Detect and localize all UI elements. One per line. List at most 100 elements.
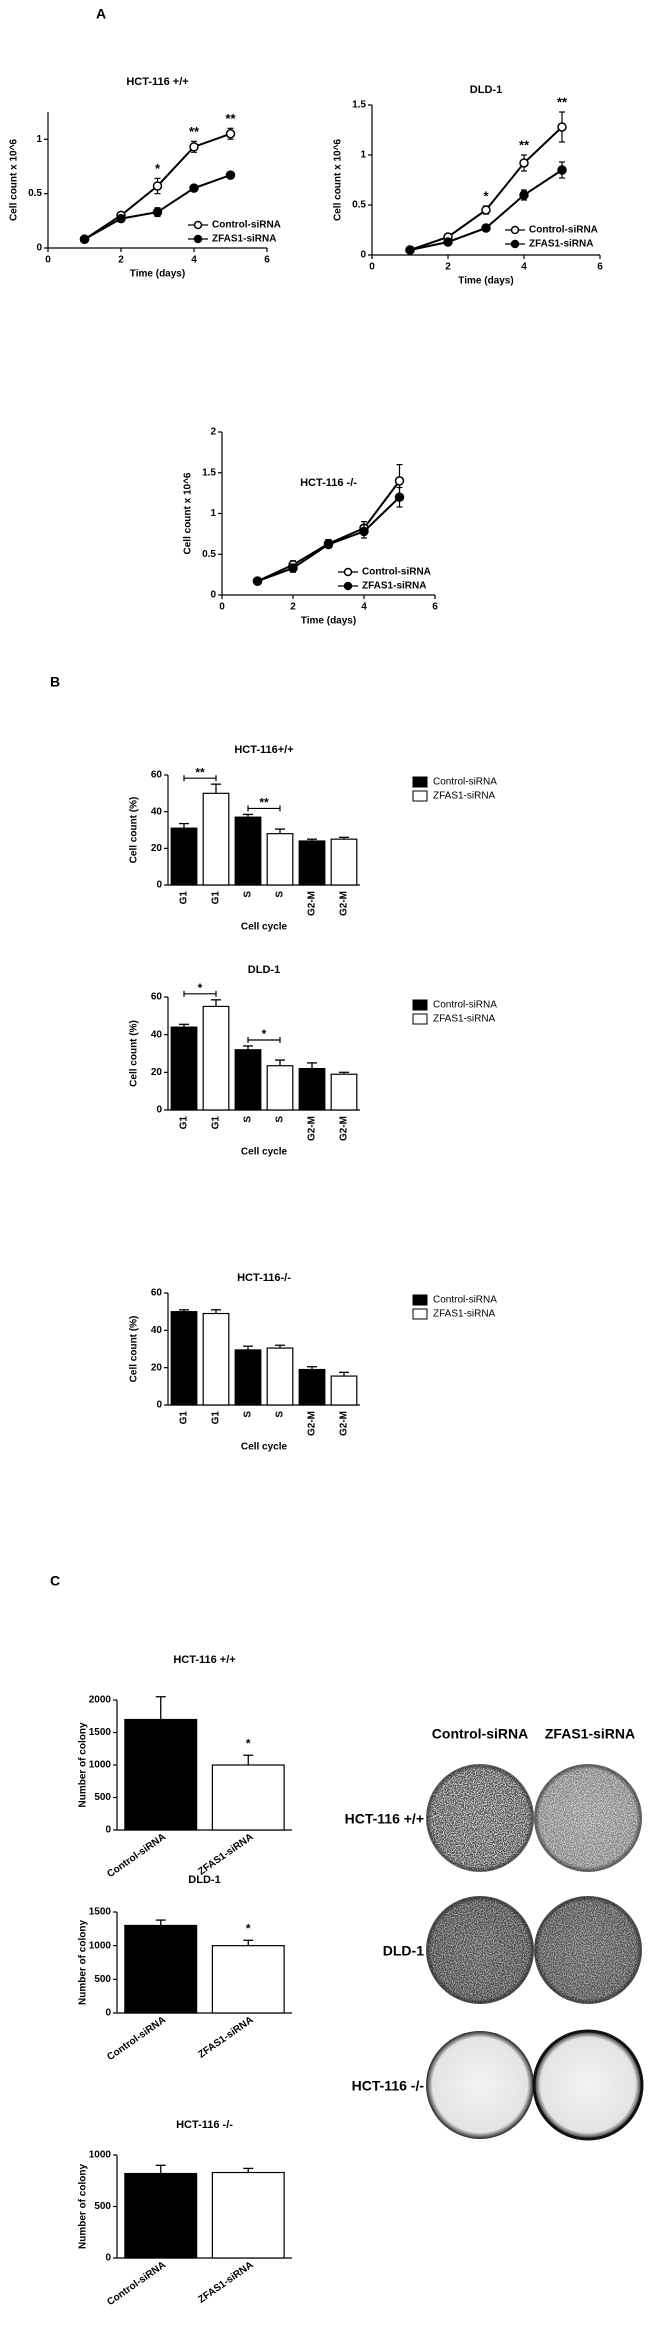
- data-point: [323, 539, 334, 550]
- annotation: *: [155, 161, 161, 176]
- x-tick-label: G1: [211, 1116, 222, 1130]
- legend-marker: [193, 234, 203, 244]
- bar: [266, 1347, 294, 1406]
- plate-colonies: [535, 1765, 641, 1871]
- x-tick-label: S: [275, 1411, 286, 1418]
- bar: [202, 792, 230, 886]
- bar: [266, 1065, 294, 1111]
- y-tick-label: 0: [156, 1400, 162, 1411]
- legend-label: Control-siRNA: [433, 1295, 497, 1306]
- y-tick-label: 2: [210, 427, 216, 438]
- plate-column: ZFAS1-siRNA: [545, 1726, 635, 1742]
- x-tick-label: 0: [369, 262, 375, 273]
- data-point: [394, 492, 405, 502]
- error-bar: [243, 2167, 254, 2173]
- data-point: [79, 234, 90, 245]
- chart-title: HCT-116-/-: [237, 1272, 291, 1284]
- data-point: [519, 158, 529, 168]
- y-tick-label: 20: [151, 843, 163, 854]
- annotation: **: [195, 765, 205, 779]
- data-point: [519, 190, 529, 200]
- legend-swatch: [412, 1013, 428, 1025]
- x-tick-label: G1: [211, 891, 222, 905]
- x-tick-label: G2-M: [339, 1116, 350, 1141]
- y-tick-label: 0: [36, 243, 42, 254]
- error-bar: [243, 1045, 253, 1050]
- chart-title: HCT-116 +/+: [126, 76, 188, 88]
- x-tick-label: 6: [264, 255, 270, 266]
- data-point: [252, 576, 263, 586]
- legend-label: Control-siRNA: [362, 567, 431, 578]
- chart-title: DLD-1: [188, 1874, 220, 1886]
- x-tick-label: ZFAS1-siRNA: [196, 2015, 255, 2061]
- x-tick-label: Control-siRNA: [105, 2015, 168, 2064]
- y-tick-label: 1000: [89, 2150, 112, 2161]
- y-axis-label: Number of colony: [78, 2164, 89, 2249]
- legend-label: Control-siRNA: [433, 777, 497, 788]
- error-bar: [243, 1939, 254, 1946]
- y-tick-label: 1500: [89, 1727, 112, 1738]
- x-tick-label: Control-siRNA: [105, 2260, 168, 2309]
- x-tick-label: ZFAS1-siRNA: [196, 2260, 255, 2306]
- plate-colonies: [427, 1897, 533, 2003]
- y-tick-label: 1.5: [352, 100, 366, 111]
- x-tick-label: 4: [361, 602, 367, 613]
- x-tick-label: 2: [445, 262, 451, 273]
- error-bar: [155, 1696, 166, 1720]
- y-tick-label: 1000: [89, 1760, 112, 1771]
- legend-label: Control-siRNA: [212, 220, 281, 231]
- bar: [124, 1718, 198, 1831]
- chart-title: HCT-116 -/-: [176, 2119, 233, 2131]
- data-point: [557, 165, 567, 175]
- annotation: **: [557, 94, 568, 109]
- legend-swatch: [412, 999, 428, 1011]
- error-bar: [155, 1919, 166, 1926]
- bar: [298, 1067, 326, 1111]
- legend-marker: [510, 239, 520, 249]
- x-tick-label: 2: [118, 255, 124, 266]
- y-tick-label: 60: [151, 770, 163, 781]
- data-point: [443, 237, 453, 247]
- bar: [124, 2172, 198, 2259]
- x-tick-label: S: [243, 891, 254, 898]
- x-tick-label: 6: [432, 602, 438, 613]
- x-tick-label: S: [275, 1116, 286, 1123]
- y-axis-label: Cell count x 10^6: [333, 139, 344, 221]
- bar: [211, 1764, 285, 1831]
- data-point: [405, 245, 415, 255]
- error-bar: [275, 1344, 285, 1349]
- x-axis-label: Cell cycle: [241, 1442, 288, 1453]
- data-point: [225, 170, 236, 180]
- error-bar: [307, 1366, 317, 1370]
- plate-row: HCT-116 +/+: [345, 1811, 424, 1827]
- y-tick-label: 20: [151, 1067, 163, 1078]
- error-bar: [179, 822, 189, 829]
- y-axis-label: Cell count (%): [129, 797, 140, 864]
- annotation: *: [198, 981, 203, 995]
- data-point: [394, 476, 405, 486]
- legend-marker: [343, 567, 353, 577]
- legend-marker: [193, 220, 203, 230]
- error-bar: [275, 828, 285, 834]
- y-tick-label: 1: [210, 508, 216, 519]
- x-tick-label: 4: [521, 262, 527, 273]
- y-tick-label: 500: [94, 1974, 111, 1985]
- plate-row: HCT-116 -/-: [352, 2078, 425, 2094]
- x-axis-label: Cell cycle: [241, 1147, 288, 1158]
- bar: [202, 1005, 230, 1111]
- chart-title: HCT-116 -/-: [300, 477, 357, 489]
- y-tick-label: 60: [151, 1288, 163, 1299]
- bar: [170, 827, 198, 886]
- x-tick-label: G1: [179, 1411, 190, 1425]
- annotation: *: [246, 1736, 251, 1750]
- y-tick-label: 0: [105, 1825, 111, 1836]
- annotation: **: [225, 111, 236, 126]
- x-tick-label: G2-M: [339, 891, 350, 916]
- y-tick-label: 40: [151, 1325, 163, 1336]
- x-tick-label: G2-M: [339, 1411, 350, 1436]
- y-tick-label: 1: [360, 150, 366, 161]
- bar: [298, 840, 326, 886]
- y-tick-label: 500: [94, 2201, 111, 2212]
- x-axis-label: Cell cycle: [241, 922, 288, 933]
- bar: [330, 1073, 358, 1111]
